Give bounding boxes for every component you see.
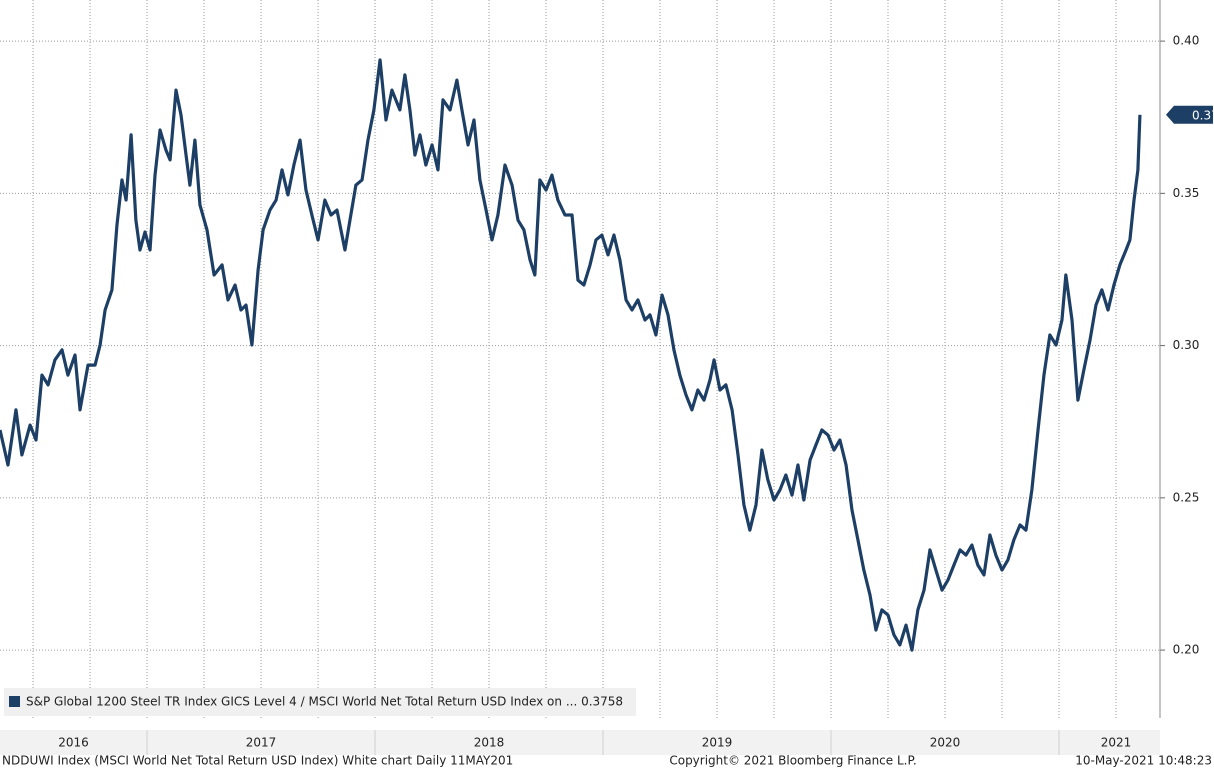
series-line [0, 58, 1142, 652]
x-tick-label: 2020 [930, 736, 961, 750]
legend-swatch [9, 696, 20, 707]
x-tick-label: 2021 [1101, 736, 1132, 750]
footer-center: Copyright© 2021 Bloomberg Finance L.P. [669, 754, 916, 768]
y-tick-label: 0.35 [1173, 186, 1200, 200]
y-tick-label: 0.40 [1173, 34, 1200, 48]
x-tick-label: 2019 [702, 736, 733, 750]
y-tick-label: 0.30 [1173, 338, 1200, 352]
grid [0, 0, 1160, 718]
plot [0, 58, 1142, 652]
legend-box [4, 688, 636, 716]
x-tick-label: 2017 [246, 736, 277, 750]
footer-right: 10-May-2021 10:48:23 [1075, 754, 1212, 768]
x-tick-label: 2018 [474, 736, 505, 750]
y-tick-label: 0.20 [1173, 643, 1200, 657]
x-tick-label: 2016 [58, 736, 89, 750]
last-value-badge [1166, 105, 1213, 124]
footer-left: NDDUWI Index (MSCI World Net Total Retur… [2, 754, 513, 768]
y-tick-label: 0.25 [1173, 490, 1200, 504]
legend-label: S&P Global 1200 Steel TR Index GICS Leve… [26, 695, 623, 709]
x-axis-band [0, 730, 1160, 755]
axes: 0.20 0.25 0.30 0.35 0.40 2016 2017 2018 2019 2020… [58, 0, 1214, 755]
last-value-label: 0.3758 [1192, 108, 1214, 122]
